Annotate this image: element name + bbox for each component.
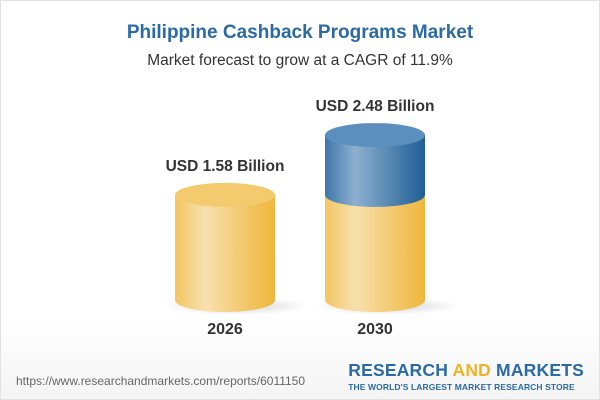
logo-word-and: AND	[452, 360, 491, 380]
chart-title: Philippine Cashback Programs Market	[126, 22, 474, 43]
chart-subtitle: Market forecast to grow at a CAGR of 11.…	[147, 52, 453, 69]
cylinder-top	[325, 123, 425, 148]
data-label: USD 1.58 Billion	[166, 158, 285, 175]
category-label: 2030	[357, 321, 393, 338]
data-label: USD 2.48 Billion	[316, 98, 435, 115]
research-and-markets-logo: RESEARCH AND MARKETS THE WORLD'S LARGEST…	[348, 360, 584, 392]
logo-word-markets: MARKETS	[491, 360, 584, 380]
cylinder-base-segment	[175, 194, 275, 312]
cylinder-base-segment	[325, 194, 425, 312]
category-label: 2026	[207, 321, 243, 338]
cylinder-growth-segment	[325, 135, 425, 207]
cylinder-top	[175, 182, 275, 207]
source-url[interactable]: https://www.researchandmarkets.com/repor…	[16, 374, 306, 388]
logo-word-research: RESEARCH	[348, 360, 453, 380]
logo-tagline: THE WORLD'S LARGEST MARKET RESEARCH STOR…	[348, 382, 575, 392]
